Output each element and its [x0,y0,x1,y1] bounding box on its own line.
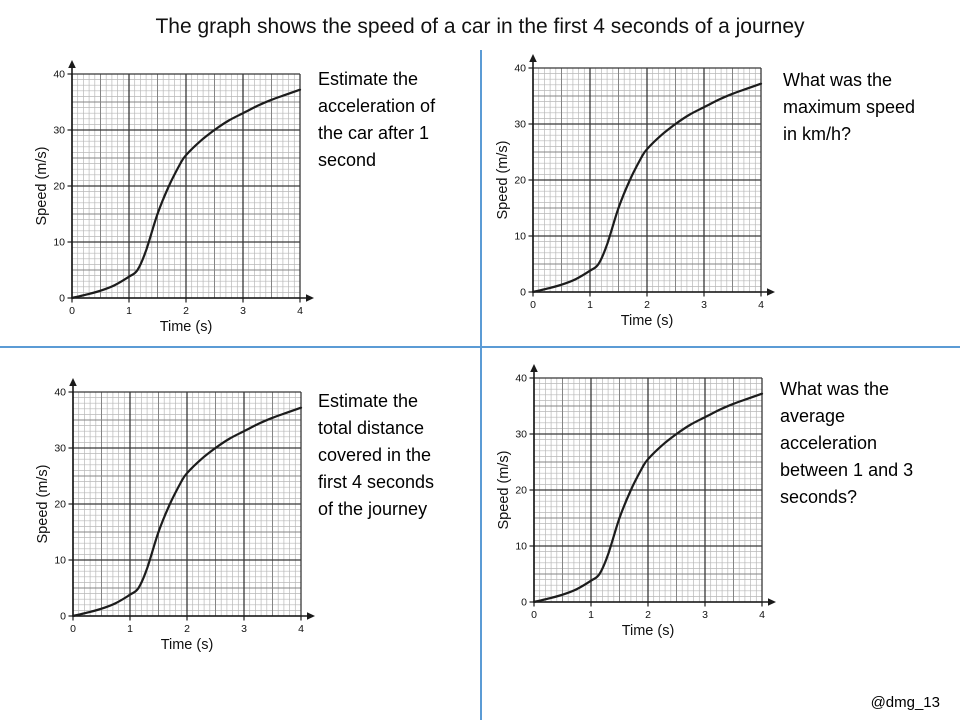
svg-text:1: 1 [126,305,132,317]
svg-text:0: 0 [59,293,65,305]
svg-text:Speed (m/s): Speed (m/s) [497,451,512,530]
svg-text:2: 2 [183,305,189,317]
svg-text:2: 2 [184,623,190,635]
svg-text:10: 10 [53,237,65,249]
svg-text:20: 20 [53,181,65,193]
svg-text:4: 4 [297,305,303,317]
svg-text:3: 3 [241,623,247,635]
svg-text:Speed (m/s): Speed (m/s) [496,141,511,220]
question-total-distance: Estimate the total distance covered in t… [318,391,435,519]
svg-text:0: 0 [531,609,537,621]
page-title: The graph shows the speed of a car in th… [155,15,805,38]
vertical-divider [480,50,482,720]
svg-text:Speed (m/s): Speed (m/s) [35,147,50,226]
svg-text:10: 10 [514,231,526,243]
svg-text:4: 4 [758,299,764,311]
svg-text:Time (s): Time (s) [621,313,674,329]
svg-text:0: 0 [70,623,76,635]
svg-text:3: 3 [701,299,707,311]
svg-text:Speed (m/s): Speed (m/s) [36,465,51,544]
question-average-acceleration: What was the average acceleration betwee… [780,379,914,507]
svg-text:40: 40 [515,373,527,385]
svg-text:30: 30 [515,429,527,441]
svg-text:Time (s): Time (s) [160,319,213,335]
svg-text:0: 0 [60,611,66,623]
svg-text:10: 10 [54,555,66,567]
svg-text:10: 10 [515,541,527,553]
question-acceleration-after-1s: Estimate the acceleration of the car aft… [318,69,436,170]
svg-text:2: 2 [644,299,650,311]
svg-text:0: 0 [530,299,536,311]
watermark: @dmg_13 [870,694,940,711]
svg-text:4: 4 [759,609,765,621]
svg-text:30: 30 [53,125,65,137]
svg-text:3: 3 [240,305,246,317]
svg-text:4: 4 [298,623,304,635]
svg-text:2: 2 [645,609,651,621]
svg-text:1: 1 [588,609,594,621]
svg-text:30: 30 [54,443,66,455]
svg-text:0: 0 [520,287,526,299]
svg-text:40: 40 [54,387,66,399]
svg-text:40: 40 [53,69,65,81]
svg-text:1: 1 [127,623,133,635]
svg-text:20: 20 [514,175,526,187]
svg-text:20: 20 [515,485,527,497]
svg-text:Time (s): Time (s) [622,623,675,639]
svg-text:40: 40 [514,63,526,75]
question-max-speed-kmh: What was the maximum speed in km/h? [783,70,916,144]
svg-text:20: 20 [54,499,66,511]
svg-text:Time (s): Time (s) [161,637,214,653]
svg-text:0: 0 [521,597,527,609]
svg-text:1: 1 [587,299,593,311]
svg-text:0: 0 [69,305,75,317]
svg-text:3: 3 [702,609,708,621]
svg-text:30: 30 [514,119,526,131]
